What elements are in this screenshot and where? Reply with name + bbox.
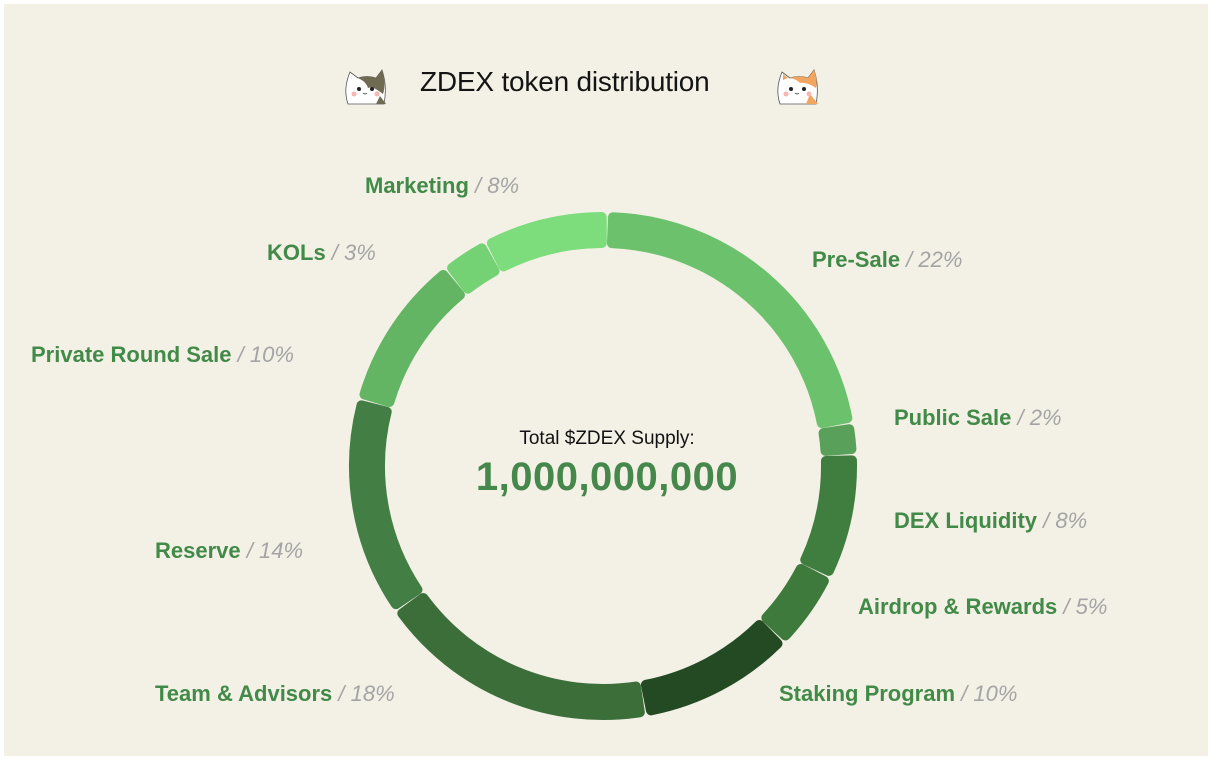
donut-segment-marketing <box>486 212 607 272</box>
total-supply-caption: Total $ZDEX Supply: <box>519 428 695 449</box>
donut-segment-airdrop-rewards <box>761 563 829 641</box>
donut-segment-team-advisors <box>397 593 645 720</box>
chart-title: ZDEX token distribution <box>420 66 710 97</box>
label-airdrop-rewards: Airdrop & Rewards / 5% <box>858 594 1108 619</box>
label-private-round-sale: Private Round Sale / 10% <box>31 342 294 367</box>
label-pre-sale: Pre-Sale / 22% <box>812 247 963 272</box>
label-marketing: Marketing / 8% <box>365 173 520 198</box>
label-reserve: Reserve / 14% <box>155 538 304 563</box>
label-staking-program: Staking Program / 10% <box>779 681 1018 706</box>
chart-header: ZDEX token distribution <box>0 58 1212 108</box>
label-team-advisors: Team & Advisors / 18% <box>155 681 395 706</box>
donut-segment-staking-program <box>640 620 783 716</box>
donut-segment-public-sale <box>818 424 857 456</box>
label-dex-liquidity: DEX Liquidity / 8% <box>894 508 1088 533</box>
donut-segment-reserve <box>349 400 423 610</box>
total-supply-value: 1,000,000,000 <box>475 455 739 499</box>
donut-segment-dex-liquidity <box>800 455 857 576</box>
cat-orange-icon <box>777 69 818 105</box>
cat-calico-icon <box>345 69 386 105</box>
donut-segment-kols <box>447 243 500 294</box>
label-kols: KOLs / 3% <box>267 240 376 265</box>
chart-panel <box>4 4 1208 756</box>
donut-segment-private-round-sale <box>359 269 465 407</box>
label-public-sale: Public Sale / 2% <box>894 405 1062 430</box>
donut-segment-pre-sale <box>606 212 853 429</box>
